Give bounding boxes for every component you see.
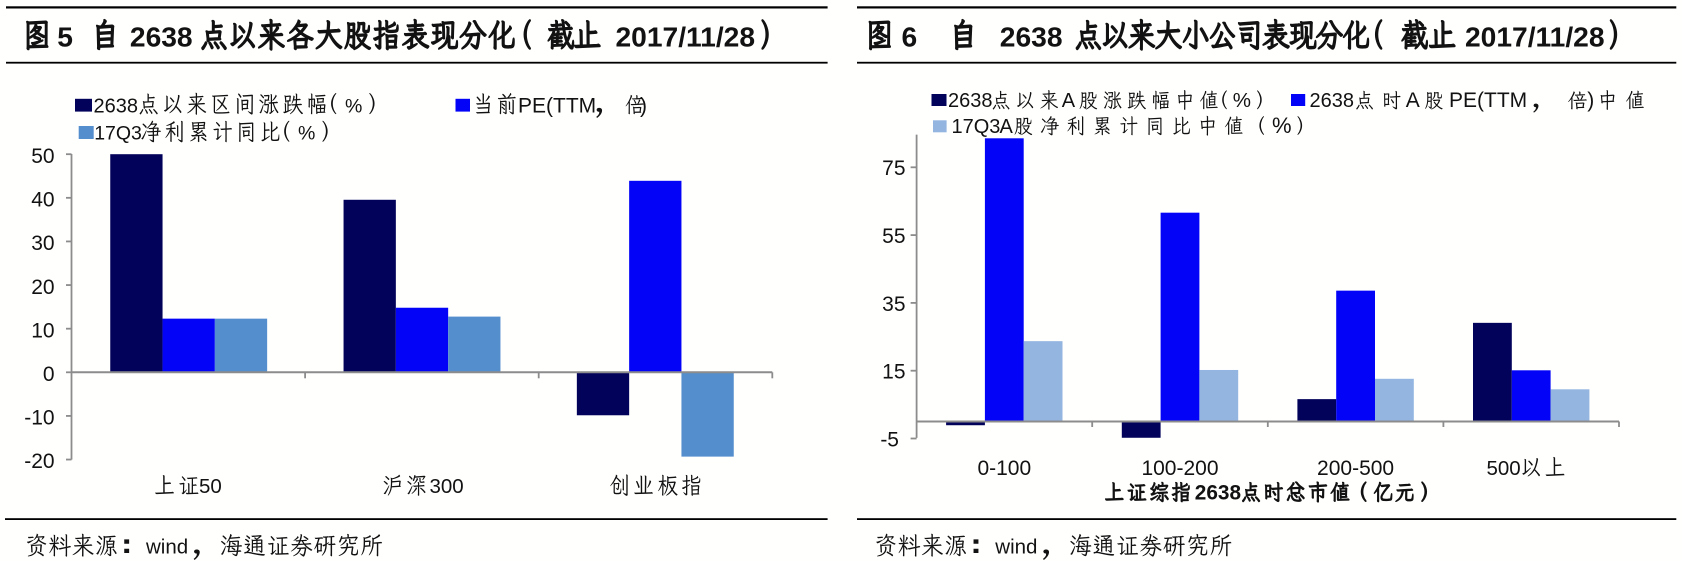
svg-text:PE(TTM: PE(TTM	[1449, 89, 1527, 112]
svg-text:2638: 2638	[948, 90, 993, 112]
svg-text:%: %	[298, 122, 315, 144]
svg-text:6: 6	[902, 21, 918, 53]
svg-text:10: 10	[31, 319, 54, 342]
svg-text:-10: -10	[24, 407, 54, 430]
svg-text:2638: 2638	[1310, 90, 1355, 112]
svg-text:%: %	[1233, 89, 1251, 112]
svg-text:): )	[1587, 89, 1594, 112]
svg-text:200-500: 200-500	[1317, 457, 1394, 480]
svg-text:%: %	[1272, 113, 1292, 138]
svg-text:5: 5	[57, 21, 73, 53]
svg-text:%: %	[345, 95, 362, 117]
svg-text:50: 50	[199, 475, 222, 498]
svg-text:17Q3: 17Q3	[94, 122, 142, 144]
svg-text:0: 0	[43, 363, 55, 386]
svg-text:0-100: 0-100	[977, 457, 1031, 480]
svg-text:55: 55	[882, 225, 905, 248]
svg-text:75: 75	[882, 157, 905, 180]
svg-text:30: 30	[31, 232, 54, 255]
svg-text:15: 15	[882, 361, 905, 384]
svg-text:): )	[640, 94, 647, 117]
svg-text:-5: -5	[880, 428, 899, 451]
svg-text:40: 40	[31, 189, 54, 212]
svg-text:2638: 2638	[94, 95, 139, 117]
svg-text:2638: 2638	[1000, 21, 1063, 53]
svg-text:2017/11/28: 2017/11/28	[616, 21, 756, 53]
svg-text:35: 35	[882, 293, 905, 316]
svg-text:20: 20	[31, 276, 54, 299]
svg-text:2017/11/28: 2017/11/28	[1465, 21, 1605, 53]
svg-text:17Q3: 17Q3	[952, 116, 1001, 138]
svg-text:100-200: 100-200	[1141, 457, 1218, 480]
svg-text:50: 50	[31, 145, 54, 168]
svg-text:2638: 2638	[1195, 482, 1241, 505]
svg-text:A: A	[1062, 90, 1076, 112]
svg-text:300: 300	[430, 475, 464, 498]
svg-text:A: A	[1406, 89, 1420, 112]
svg-text:2638: 2638	[130, 21, 193, 53]
svg-text:-20: -20	[24, 450, 54, 473]
svg-text:A: A	[1000, 116, 1014, 138]
svg-text:PE(TTM: PE(TTM	[518, 94, 596, 117]
svg-text:wind: wind	[145, 535, 188, 558]
svg-text:500: 500	[1487, 457, 1521, 480]
svg-text:wind: wind	[994, 535, 1037, 558]
